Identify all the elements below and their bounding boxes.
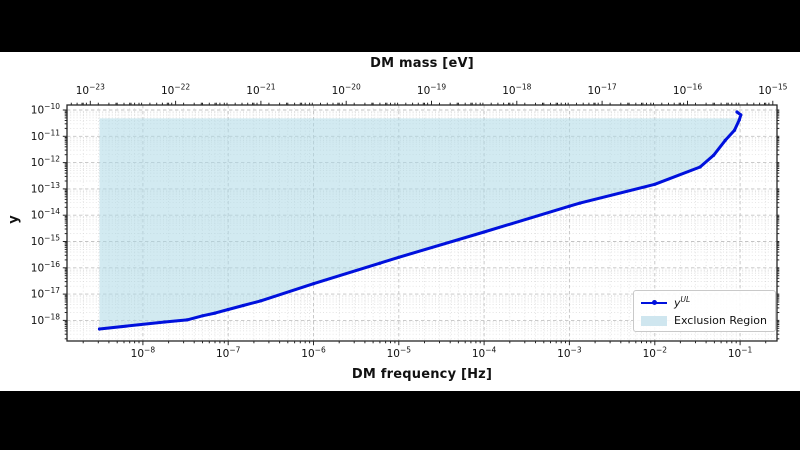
top-x-axis-label: DM mass [eV]	[370, 56, 474, 71]
tick-label: 10−3	[557, 346, 582, 361]
legend-series-label: yUL	[674, 295, 691, 310]
tick-label: 10−21	[246, 83, 275, 98]
bottom-tick-labels: 10−8 10−7 10−6 10−5 10−4 10−3 10−2 10−1	[131, 346, 753, 361]
upper-limit-curve	[98, 110, 743, 331]
tick-label: 10−20	[332, 83, 361, 98]
exclusion-region-fill	[99, 118, 741, 330]
tick-label: 10−17	[587, 83, 616, 98]
tick-label: 10−5	[387, 346, 412, 361]
letterbox-bottom-bar	[0, 391, 800, 450]
tick-label: 10−19	[417, 83, 446, 98]
tick-label: 10−17	[31, 286, 60, 301]
figure-canvas: 10−8 10−7 10−6 10−5 10−4 10−3 10−2 10−1 10−23 10−…	[0, 52, 800, 391]
chart-plot: 10−8 10−7 10−6 10−5 10−4 10−3 10−2 10−110−23 10−…	[31, 83, 788, 361]
tick-label: 10−18	[502, 83, 531, 98]
tick-label: 10−7	[216, 346, 241, 361]
tick-label: 10−18	[31, 312, 60, 327]
tick-label: 10−6	[301, 346, 326, 361]
y-tick-labels: 10−10 10−11 10−12 10−13 10−14 10−15 10−16 10−17…	[31, 102, 60, 327]
tick-label: 10−15	[31, 234, 60, 249]
tick-label: 10−16	[673, 83, 702, 98]
top-tick-labels: 10−23 10−22 10−21 10−20 10−19 10−18 10−17 10−16…	[76, 83, 788, 98]
tick-label: 10−11	[31, 128, 60, 143]
curve-point-markers	[97, 110, 743, 331]
tick-label: 10−16	[31, 260, 60, 275]
tick-label: 10−13	[31, 181, 60, 196]
legend-line-marker-icon	[641, 298, 667, 308]
tick-label: 10−4	[472, 346, 497, 361]
legend-box: yUL Exclusion Region	[633, 290, 776, 332]
bottom-x-axis-label: DM frequency [Hz]	[351, 367, 493, 382]
tick-label: 10−2	[643, 346, 668, 361]
tick-label: 10−10	[31, 102, 60, 117]
tick-label: 10−14	[31, 207, 60, 222]
axis-ticks	[62, 100, 780, 346]
legend-entry-region: Exclusion Region	[641, 313, 768, 328]
tick-label: 10−22	[161, 83, 190, 98]
legend-entry-series: yUL	[641, 295, 768, 310]
tick-label: 10−15	[758, 83, 787, 98]
legend-region-label: Exclusion Region	[674, 314, 767, 327]
tick-label: 10−23	[76, 83, 105, 98]
tick-label: 10−12	[31, 155, 60, 170]
y-axis-label: y	[6, 215, 22, 224]
tick-label: 10−8	[131, 346, 156, 361]
tick-label: 10−1	[728, 346, 753, 361]
letterbox-top-bar	[0, 0, 800, 52]
legend-patch-icon	[641, 315, 667, 326]
